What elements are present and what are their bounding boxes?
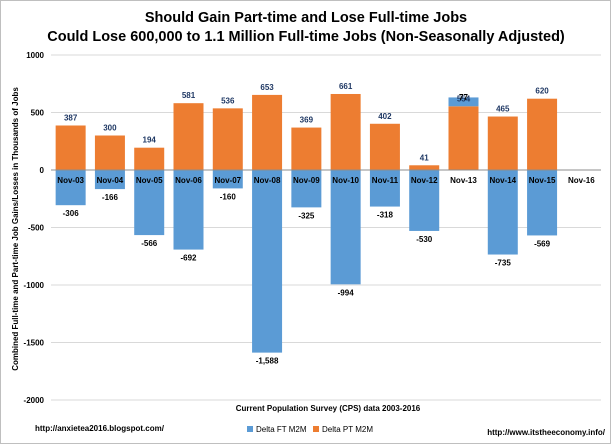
data-label-pt: 194 bbox=[143, 136, 157, 145]
legend: Delta FT M2M Delta PT M2M bbox=[247, 425, 373, 434]
category-label: Nov-14 bbox=[489, 176, 516, 185]
category-label: Nov-09 bbox=[293, 176, 320, 185]
bar-ft-m2m bbox=[173, 170, 204, 250]
data-label-pt: 300 bbox=[103, 124, 117, 133]
x-axis-title: Current Population Survey (CPS) data 200… bbox=[236, 404, 421, 413]
chart-subtitle: Could Lose 600,000 to 1.1 Million Full-t… bbox=[47, 29, 565, 45]
bar-ft-m2m bbox=[252, 170, 283, 353]
grid-lines bbox=[51, 54, 601, 401]
y-tick-label: -2000 bbox=[24, 396, 45, 405]
y-tick-label: 500 bbox=[31, 109, 45, 118]
data-label-ft: -994 bbox=[338, 288, 355, 297]
data-label-pt: 387 bbox=[64, 113, 78, 122]
data-label-pt: 402 bbox=[378, 112, 392, 121]
data-label-ft: -166 bbox=[102, 193, 119, 202]
bar-ft-m2m bbox=[448, 97, 479, 107]
y-tick-labels: -2000 -1500 -1000 -500 0 500 1000 bbox=[24, 51, 45, 405]
category-label: Nov-08 bbox=[254, 176, 281, 185]
category-label: Nov-11 bbox=[372, 176, 399, 185]
legend-label: Delta PT M2M bbox=[322, 425, 373, 434]
data-label-pt: 653 bbox=[260, 83, 274, 92]
y-tick-label: -500 bbox=[28, 224, 45, 233]
data-label-ft: -735 bbox=[495, 259, 512, 268]
category-label: Nov-06 bbox=[175, 176, 202, 185]
data-label-pt: 536 bbox=[221, 96, 235, 105]
bar-pt-m2m bbox=[134, 147, 165, 170]
bar-ft-m2m bbox=[55, 170, 86, 206]
bar-pt-m2m bbox=[369, 123, 400, 170]
category-label: Nov-10 bbox=[332, 176, 359, 185]
category-label: Nov-13 bbox=[450, 176, 477, 185]
bar-pt-m2m bbox=[94, 135, 125, 170]
y-tick-label: 0 bbox=[40, 166, 45, 175]
bar-ft-m2m bbox=[94, 170, 125, 190]
category-label: Nov-15 bbox=[529, 176, 556, 185]
y-tick-label: 1000 bbox=[26, 51, 44, 60]
bar-ft-m2m bbox=[134, 170, 165, 236]
data-label-pt: 661 bbox=[339, 82, 353, 91]
data-label-pt: 41 bbox=[420, 153, 429, 162]
category-label: Nov-16 bbox=[568, 176, 595, 185]
bar-pt-m2m bbox=[527, 98, 558, 170]
bar-ft-m2m bbox=[527, 170, 558, 236]
bar-pt-m2m bbox=[409, 165, 440, 170]
data-label-pt: 581 bbox=[182, 91, 196, 100]
bar-ft-m2m bbox=[487, 170, 518, 255]
bar-pt-m2m bbox=[448, 106, 479, 170]
data-label-ft: -530 bbox=[416, 235, 433, 244]
y-axis-title: Combined Full-time and Part-time Job Gai… bbox=[11, 87, 20, 371]
chart-title: Should Gain Part-time and Lose Full-time… bbox=[145, 10, 467, 26]
bar-pt-m2m bbox=[252, 94, 283, 170]
data-label-ft: 77 bbox=[459, 93, 468, 102]
bar-pt-m2m bbox=[55, 125, 86, 170]
data-label-ft: -566 bbox=[141, 239, 158, 248]
y-tick-label: -1000 bbox=[24, 281, 45, 290]
data-label-ft: -160 bbox=[220, 192, 237, 201]
bar-ft-m2m bbox=[212, 170, 243, 189]
data-label-ft: -325 bbox=[298, 211, 315, 220]
data-labels: 387 -306 300 -166 194 -566 581 -692 536 -160 653 -1… bbox=[63, 82, 551, 366]
footer-right-url[interactable]: http://www.itstheeconomy.info/ bbox=[487, 428, 606, 437]
legend-swatch bbox=[313, 426, 319, 432]
data-label-ft: -692 bbox=[180, 254, 197, 263]
data-label-pt: 369 bbox=[300, 116, 314, 125]
data-label-ft: -569 bbox=[534, 239, 551, 248]
bar-ft-m2m bbox=[330, 170, 361, 285]
data-label-pt: 554 bbox=[457, 94, 471, 103]
data-label-pt: 620 bbox=[535, 87, 549, 96]
bar-pt-m2m bbox=[173, 103, 204, 170]
bar-pt-m2m bbox=[330, 93, 361, 170]
legend-swatch bbox=[247, 426, 253, 432]
bar-pt-m2m bbox=[487, 116, 518, 170]
bar-ft-m2m bbox=[409, 170, 440, 231]
data-label-ft: -306 bbox=[63, 209, 80, 218]
bars bbox=[55, 93, 558, 353]
bar-pt-m2m bbox=[212, 108, 243, 170]
data-label-pt: 465 bbox=[496, 105, 510, 114]
data-label-ft: -1,588 bbox=[256, 357, 279, 366]
bar-ft-m2m bbox=[291, 170, 322, 208]
category-label: Nov-07 bbox=[214, 176, 241, 185]
bar-ft-m2m bbox=[369, 170, 400, 207]
category-label: Nov-12 bbox=[411, 176, 438, 185]
data-label-ft: -318 bbox=[377, 211, 394, 220]
footer-left-url[interactable]: http://anxietea2016.blogspot.com/ bbox=[35, 424, 165, 433]
category-label: Nov-05 bbox=[136, 176, 163, 185]
category-labels: Nov-03 Nov-04 Nov-05 Nov-06 Nov-07 Nov-08 Nov-… bbox=[57, 176, 595, 185]
y-tick-label: -1500 bbox=[24, 339, 45, 348]
bar-pt-m2m bbox=[291, 127, 322, 170]
legend-label: Delta FT M2M bbox=[256, 425, 307, 434]
category-label: Nov-04 bbox=[97, 176, 124, 185]
category-label: Nov-03 bbox=[57, 176, 84, 185]
